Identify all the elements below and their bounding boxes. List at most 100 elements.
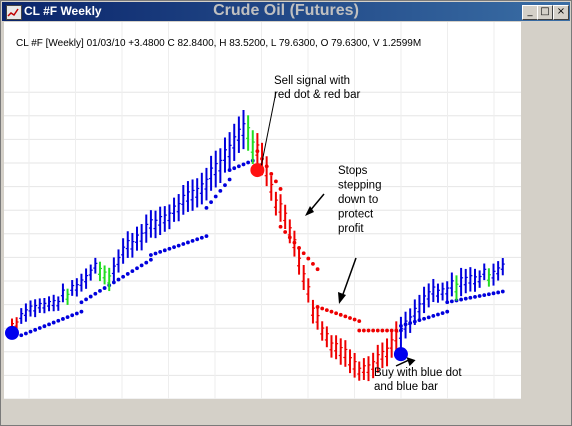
stop-dot bbox=[496, 290, 501, 295]
stop-dot bbox=[74, 311, 79, 316]
stop-dot bbox=[93, 291, 98, 296]
stop-dot bbox=[23, 331, 28, 336]
stop-dot bbox=[149, 257, 153, 262]
stop-dot bbox=[431, 314, 436, 318]
stop-dot bbox=[56, 318, 61, 323]
stop-dot bbox=[98, 289, 102, 293]
stop-dot bbox=[88, 294, 93, 299]
stop-dot bbox=[306, 256, 311, 261]
stop-dot bbox=[468, 295, 473, 300]
stops-annotation-text: down to bbox=[338, 194, 378, 206]
trailing-stop-dots bbox=[19, 149, 505, 338]
stop-dot bbox=[473, 294, 477, 299]
stop-dot bbox=[348, 316, 352, 320]
stop-dot bbox=[135, 266, 139, 271]
buy-signal-dot bbox=[393, 347, 408, 362]
stop-dot bbox=[19, 333, 24, 338]
stop-dot bbox=[121, 274, 126, 279]
sell-annotation-text: red dot & red bar bbox=[274, 89, 360, 101]
minimize-icon: _ bbox=[527, 6, 533, 17]
stop-dot bbox=[361, 328, 366, 333]
minimize-button[interactable]: _ bbox=[522, 5, 538, 20]
stop-dot bbox=[33, 327, 38, 332]
price-bars bbox=[10, 109, 505, 382]
stops-annotation-text: protect bbox=[338, 209, 374, 221]
stop-dot bbox=[477, 294, 482, 298]
stop-dot bbox=[343, 314, 348, 319]
stop-dot bbox=[51, 320, 56, 325]
stop-dot bbox=[162, 248, 167, 253]
stop-dot bbox=[334, 311, 338, 316]
stop-dot bbox=[172, 245, 176, 250]
stop-dot bbox=[28, 329, 33, 334]
close-button[interactable]: × bbox=[553, 5, 569, 20]
stop-dot bbox=[144, 260, 149, 265]
sell-signal-dot bbox=[250, 163, 265, 178]
price-chart: 253545556575859510511512513514515502/11/… bbox=[4, 22, 572, 418]
stop-dot bbox=[445, 309, 450, 314]
stop-dot bbox=[366, 328, 371, 333]
stop-dot bbox=[375, 328, 380, 333]
buy-annotation-text: Buy with blue dot bbox=[374, 367, 462, 379]
stop-dot bbox=[278, 187, 283, 191]
stop-dot bbox=[320, 306, 325, 311]
window-title-chart: Crude Oil (Futures) bbox=[213, 2, 359, 19]
stop-dot bbox=[445, 300, 450, 305]
stops-annotation-text: stepping bbox=[338, 180, 381, 192]
stop-dot bbox=[297, 246, 301, 250]
stop-dot bbox=[199, 235, 204, 240]
stop-dot bbox=[422, 316, 426, 321]
stop-dot bbox=[79, 309, 84, 314]
stop-dot bbox=[278, 224, 283, 229]
stops-arrow-head bbox=[305, 206, 314, 216]
stop-dot bbox=[176, 243, 181, 248]
stop-dot bbox=[149, 253, 153, 257]
close-icon: × bbox=[556, 6, 566, 17]
stop-dot bbox=[324, 308, 329, 313]
stop-dot bbox=[47, 322, 51, 327]
stop-dot bbox=[269, 171, 274, 176]
stop-dot bbox=[352, 317, 357, 322]
stop-dot bbox=[241, 162, 246, 167]
chart-plot-area[interactable]: 253545556575859510511512513514515502/11/… bbox=[4, 22, 572, 418]
stop-dot bbox=[449, 299, 454, 304]
stop-dot bbox=[153, 251, 158, 256]
stop-dot bbox=[246, 160, 251, 165]
stop-dot bbox=[357, 319, 362, 324]
stop-dot bbox=[209, 200, 213, 205]
stop-dot bbox=[436, 312, 440, 317]
stop-dot bbox=[213, 194, 218, 199]
stop-dot bbox=[218, 188, 223, 193]
sell-arrow bbox=[260, 91, 277, 166]
stop-dot bbox=[125, 272, 130, 276]
stop-dot bbox=[301, 251, 306, 256]
stop-dot bbox=[329, 309, 334, 314]
stop-dot bbox=[139, 263, 144, 268]
stop-dot bbox=[459, 297, 464, 302]
stop-dot bbox=[236, 164, 241, 169]
stop-dot bbox=[130, 269, 135, 273]
stop-dot bbox=[61, 317, 65, 321]
stop-dot bbox=[426, 315, 431, 320]
stop-dot bbox=[79, 300, 84, 305]
stop-dot bbox=[274, 179, 278, 184]
stop-dot bbox=[102, 286, 107, 290]
chart-app-icon[interactable] bbox=[6, 5, 22, 20]
title-bar[interactable]: CL #F Weekly Crude Oil (Futures) _ □ × bbox=[2, 2, 570, 21]
gridlines bbox=[4, 22, 521, 400]
stops-arrow-2 bbox=[341, 257, 357, 298]
stop-dot bbox=[500, 289, 505, 294]
stop-dot bbox=[227, 177, 232, 182]
stop-dot bbox=[315, 305, 320, 309]
stop-dot bbox=[311, 261, 315, 266]
stop-dot bbox=[181, 242, 186, 246]
stop-dot bbox=[158, 249, 163, 254]
stop-dot bbox=[65, 315, 70, 320]
maximize-button[interactable]: □ bbox=[537, 5, 553, 20]
stop-dot bbox=[482, 293, 487, 298]
stop-dot bbox=[440, 311, 445, 315]
stop-dot bbox=[70, 313, 75, 318]
stop-dot bbox=[195, 237, 200, 242]
chart-header-readout: CL #F [Weekly] 01/03/10 +3.4800 C 82.840… bbox=[16, 38, 421, 49]
sell-annotation-text: Sell signal with bbox=[274, 75, 350, 87]
